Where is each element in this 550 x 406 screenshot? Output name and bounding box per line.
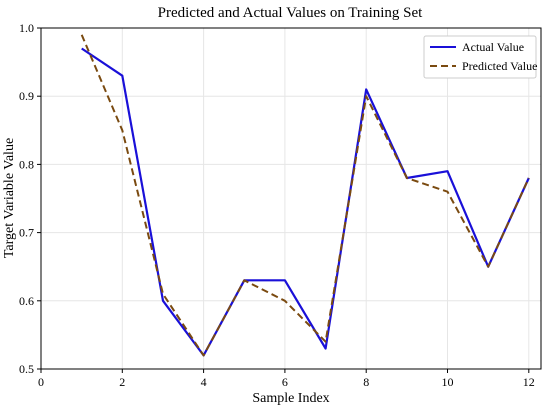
series-line-predicted-value bbox=[80, 34, 530, 357]
y-tick-label: 0.9 bbox=[19, 89, 34, 103]
series-lines bbox=[80, 34, 530, 357]
y-tick-label: 0.6 bbox=[19, 294, 34, 308]
grid-lines bbox=[40, 27, 541, 370]
chart-title: Predicted and Actual Values on Training … bbox=[158, 5, 424, 21]
series-line-actual-value bbox=[81, 47, 530, 357]
x-tick-label: 12 bbox=[523, 375, 535, 389]
legend: Actual Value Predicted Value bbox=[423, 35, 537, 79]
y-tick-label: 0.7 bbox=[19, 226, 34, 240]
x-tick-label: 10 bbox=[442, 375, 454, 389]
axis-ticks: 0 2 4 6 8 10 12 0.5 0.6 0.7 0.8 0.9 1.0 bbox=[19, 21, 535, 389]
x-tick-label: 6 bbox=[282, 375, 288, 389]
y-tick-label: 0.5 bbox=[19, 362, 34, 376]
plot-area bbox=[40, 27, 542, 370]
legend-label: Actual Value bbox=[462, 40, 524, 54]
x-axis-label: Sample Index bbox=[252, 391, 329, 406]
x-tick-label: 8 bbox=[363, 375, 369, 389]
x-tick-label: 4 bbox=[201, 375, 207, 389]
y-axis-label: Target Variable Value bbox=[2, 138, 17, 258]
legend-label: Predicted Value bbox=[462, 59, 537, 73]
x-tick-label: 2 bbox=[119, 375, 125, 389]
y-tick-label: 0.8 bbox=[19, 157, 34, 171]
x-tick-label: 0 bbox=[38, 375, 44, 389]
y-tick-label: 1.0 bbox=[19, 21, 34, 35]
